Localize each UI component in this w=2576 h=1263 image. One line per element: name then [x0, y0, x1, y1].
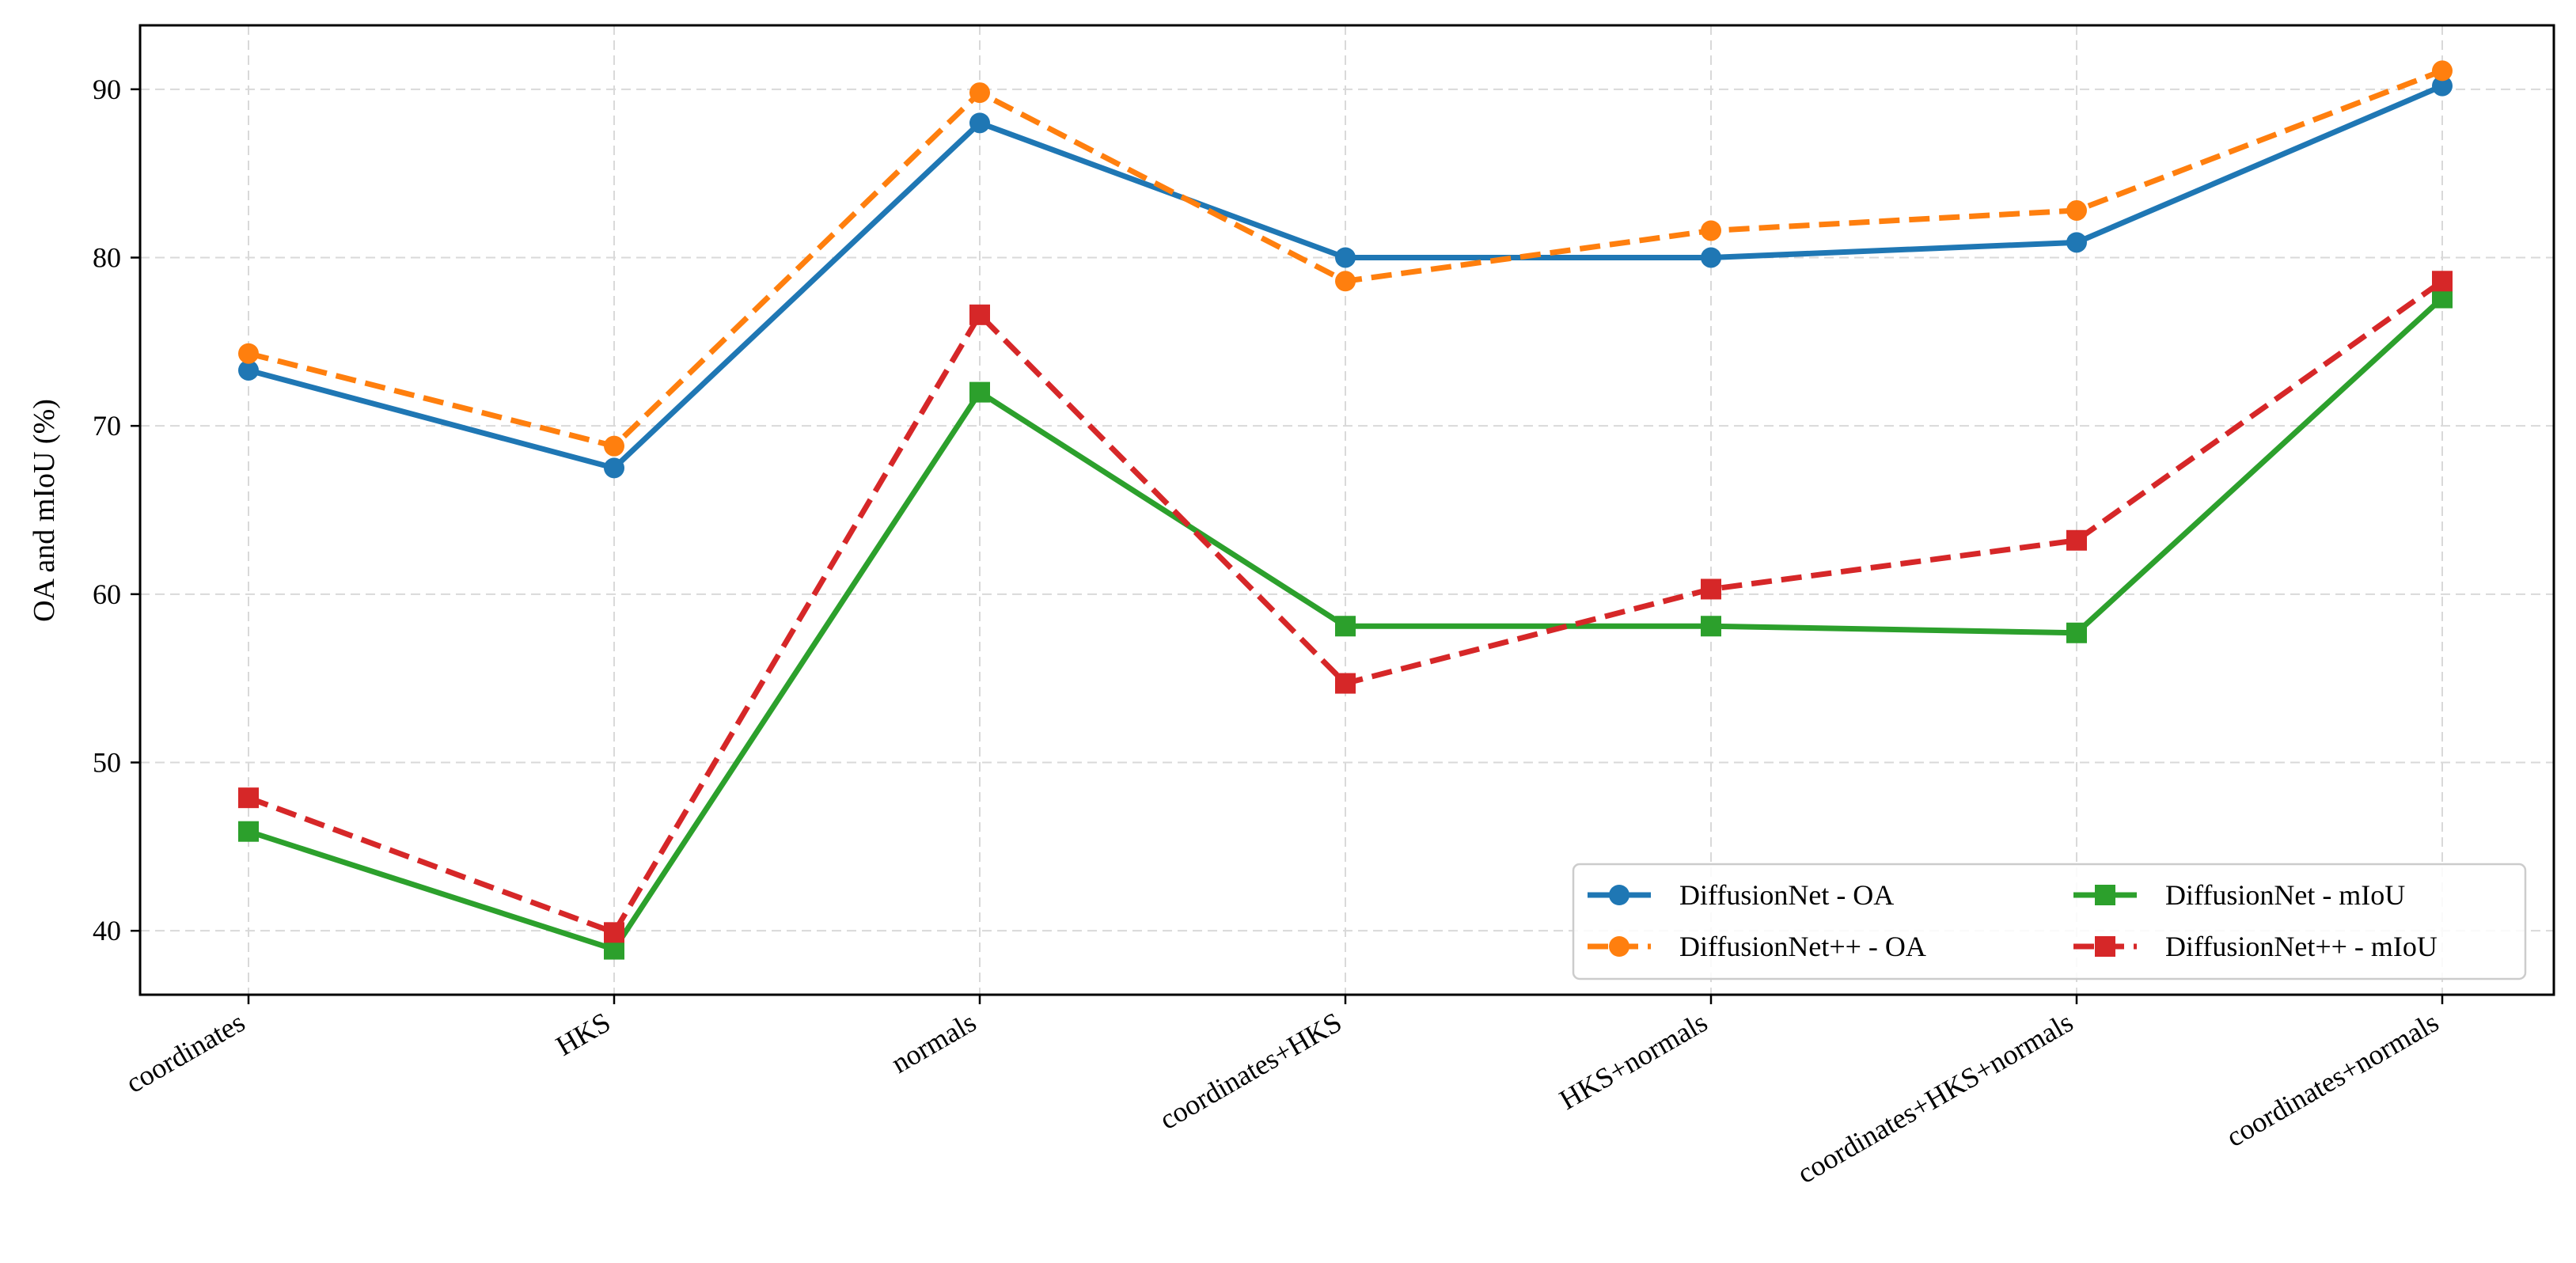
point-diffusionnet-plus-plus-miou-coordinates [238, 787, 259, 809]
legend-frame [1572, 863, 2527, 980]
point-diffusionnet-plus-plus-miou-normals [969, 304, 990, 325]
y-tick-label-40: 40 [93, 915, 121, 946]
point-diffusionnet-miou-coordinates-plus-hks-plus-normals [2066, 622, 2087, 643]
point-diffusionnet-plus-plus-miou-coordinates-plus-hks-plus-normals [2066, 529, 2087, 551]
point-diffusionnet-oa-coordinates-plus-hks-plus-normals [2066, 232, 2087, 253]
point-diffusionnet-plus-plus-oa-hks-plus-normals [1701, 220, 1721, 241]
point-diffusionnet-plus-plus-oa-coordinates-plus-hks [1335, 271, 1356, 292]
legend-entry-diffusionnet-oa: DiffusionNet - OA [1588, 879, 1894, 911]
legend-label-diffusionnet-oa: DiffusionNet - OA [1679, 879, 1894, 911]
legend-label-diffusionnet-miou: DiffusionNet - mIoU [2165, 879, 2405, 911]
y-tick-label-50: 50 [93, 747, 121, 779]
series-layer [238, 60, 2453, 960]
point-diffusionnet-miou-hks-plus-normals [1701, 616, 1721, 637]
point-diffusionnet-oa-coordinates [238, 359, 259, 381]
point-diffusionnet-oa-coordinates-plus-normals [2432, 75, 2453, 97]
point-diffusionnet-plus-plus-oa-coordinates-plus-normals [2432, 60, 2453, 82]
legend-entry-diffusionnet-miou: DiffusionNet - mIoU [2073, 879, 2405, 911]
y-tick-label-70: 70 [93, 410, 121, 442]
legend-label-diffusionnet-plus-plus-miou: DiffusionNet++ - mIoU [2165, 931, 2438, 962]
series-diffusionnet-plus-plus-oa [238, 60, 2453, 457]
point-diffusionnet-miou-coordinates [238, 821, 259, 842]
legend-entry-diffusionnet-plus-plus-oa: DiffusionNet++ - OA [1588, 931, 1926, 962]
series-diffusionnet-plus-plus-miou [238, 271, 2453, 943]
point-diffusionnet-miou-coordinates-plus-hks [1335, 616, 1356, 637]
point-diffusionnet-plus-plus-oa-coordinates-plus-hks-plus-normals [2066, 199, 2087, 221]
plot-frame [138, 24, 2555, 996]
point-diffusionnet-plus-plus-miou-coordinates-plus-hks [1335, 673, 1356, 694]
point-diffusionnet-miou-normals [969, 381, 990, 403]
point-diffusionnet-oa-hks [604, 457, 624, 479]
y-tick-label-60: 60 [93, 578, 121, 610]
point-diffusionnet-oa-hks-plus-normals [1701, 247, 1721, 268]
legend-entry-diffusionnet-plus-plus-miou: DiffusionNet++ - mIoU [2073, 931, 2438, 962]
legend-marker-diffusionnet-miou [2095, 885, 2115, 905]
legend-label-diffusionnet-plus-plus-oa: DiffusionNet++ - OA [1679, 931, 1926, 962]
point-diffusionnet-oa-coordinates-plus-hks [1335, 247, 1356, 268]
point-diffusionnet-oa-normals [969, 112, 990, 134]
point-diffusionnet-plus-plus-oa-hks [604, 435, 624, 457]
point-diffusionnet-plus-plus-miou-hks [604, 922, 624, 943]
point-diffusionnet-plus-plus-miou-coordinates-plus-normals [2432, 271, 2453, 292]
legend-marker-diffusionnet-plus-plus-oa [1609, 936, 1629, 957]
y-axis-label: OA and mIoU (%) [28, 399, 61, 622]
legend-marker-diffusionnet-plus-plus-miou [2095, 936, 2115, 957]
point-diffusionnet-plus-plus-oa-coordinates [238, 343, 259, 364]
series-diffusionnet-oa [238, 75, 2453, 479]
point-diffusionnet-plus-plus-miou-hks-plus-normals [1701, 578, 1721, 600]
y-tick-label-80: 80 [93, 241, 121, 273]
y-tick-label-90: 90 [93, 74, 121, 105]
legend: DiffusionNet - OA DiffusionNet++ - OA Diff… [1572, 863, 2527, 980]
legend-marker-diffusionnet-oa [1609, 885, 1629, 905]
series-diffusionnet-miou [238, 287, 2453, 960]
point-diffusionnet-plus-plus-oa-normals [969, 82, 990, 104]
